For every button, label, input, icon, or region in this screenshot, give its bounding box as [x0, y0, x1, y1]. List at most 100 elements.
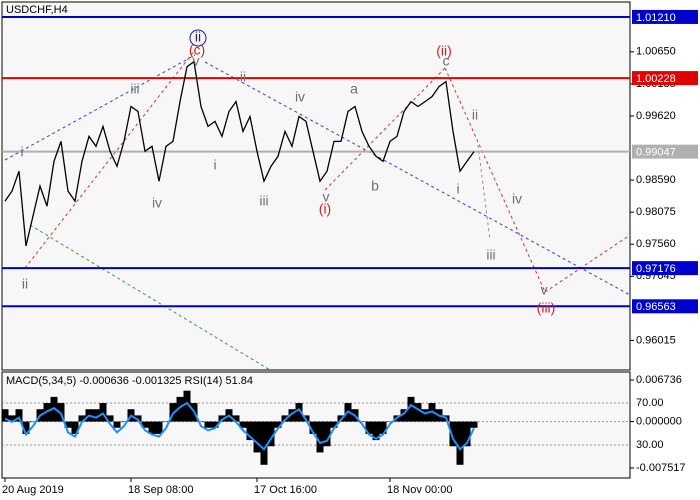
macd-bar: [64, 421, 72, 428]
y-tick-label: -0.007517: [636, 462, 686, 474]
macd-bar: [470, 421, 478, 428]
macd-bar: [421, 409, 429, 422]
wave-label: ii: [195, 29, 201, 45]
macd-bar: [183, 390, 191, 422]
macd-bar: [246, 421, 254, 441]
macd-bar: [463, 421, 471, 447]
wave-line: [324, 67, 446, 191]
wave-line: [24, 49, 196, 269]
y-tick-label: 1.00650: [636, 46, 676, 58]
macd-bar: [358, 421, 366, 423]
y-tick-label: 0.98075: [636, 206, 676, 218]
macd-bar: [8, 415, 16, 422]
macd-bar: [162, 421, 170, 423]
macd-bar: [197, 421, 205, 423]
x-tick-label: 17 Oct 16:00: [254, 484, 317, 496]
macd-bar: [204, 421, 212, 428]
x-tick-label: 18 Nov 00:00: [387, 484, 452, 496]
wave-label: i: [213, 157, 216, 173]
wave-line: [29, 224, 271, 371]
macd-bar: [456, 421, 464, 465]
macd-bar: [141, 421, 149, 428]
macd-bar: [379, 421, 387, 434]
macd-bar: [218, 415, 226, 422]
wave-label: i: [456, 181, 459, 197]
level-box: [632, 9, 698, 24]
macd-bar: [267, 421, 275, 447]
level-box: [632, 299, 698, 314]
macd-bar: [29, 421, 37, 423]
macd-bar: [295, 403, 303, 422]
macd-title: MACD(5,34,5) -0.000636 -0.001325 RSI(14)…: [6, 375, 253, 387]
wave-label: iv: [512, 191, 522, 207]
macd-bar: [372, 421, 380, 441]
macd-bar: [15, 409, 23, 422]
chart-title: USDCHF,H4: [6, 4, 68, 16]
y-tick-label: 0.97560: [636, 238, 676, 250]
wave-label: a: [350, 81, 358, 97]
macd-bar: [78, 415, 86, 422]
price-line: [4, 60, 475, 247]
macd-bar: [414, 403, 422, 422]
y-tick-label: 0.000000: [636, 415, 682, 427]
wave-label: c: [443, 53, 450, 69]
wave-label: ii: [22, 276, 28, 292]
wave-label: v: [193, 53, 200, 69]
macd-bar: [106, 415, 114, 422]
macd-bar: [386, 421, 394, 423]
macd-bar: [71, 421, 79, 434]
x-tick-label: 20 Aug 2019: [2, 484, 64, 496]
wave-label: iv: [152, 195, 162, 211]
macd-bar: [22, 421, 30, 434]
macd-bar: [176, 396, 184, 422]
wave-label: (iii): [537, 300, 556, 316]
macd-bar: [323, 421, 331, 447]
wave-line: [544, 234, 631, 293]
wave-label: iv: [295, 89, 305, 105]
macd-bar: [288, 409, 296, 422]
wave-label: iii: [130, 81, 139, 97]
macd-bar: [155, 421, 163, 434]
macd-bar: [449, 421, 457, 447]
channel-line: [204, 61, 631, 296]
wave-circle: [189, 29, 207, 47]
wave-label: v: [323, 189, 330, 205]
macd-bar: [365, 421, 373, 434]
level-box: [632, 71, 698, 86]
level-label: 0.96563: [636, 301, 676, 313]
macd-bar: [239, 421, 247, 428]
trend-lines: [4, 49, 631, 371]
level-label: 1.00228: [636, 73, 676, 85]
macd-bar: [120, 421, 128, 423]
macd-bar: [99, 403, 107, 422]
wave-label: iii: [259, 193, 268, 209]
y-tick-label: 0.99620: [636, 110, 676, 122]
y-tick-label: 0.96015: [636, 334, 676, 346]
macd-bar: [1, 409, 9, 422]
wave-label: v: [541, 282, 548, 298]
wave-line: [444, 67, 546, 293]
macd-bar: [260, 421, 268, 465]
macd-bar: [211, 421, 219, 428]
wave-label: ii: [472, 107, 478, 123]
macd-bar: [330, 421, 338, 428]
rsi-line: [4, 401, 475, 451]
y-tick-label: 0.98590: [636, 174, 676, 186]
main-panel: [1, 1, 631, 371]
y-tick-label: 0.006736: [636, 374, 682, 386]
wave-label: iii: [486, 247, 495, 263]
macd-bar: [253, 421, 261, 453]
macd-bar: [134, 415, 142, 422]
wave-label: (c): [189, 42, 205, 58]
macd-bar: [274, 421, 282, 428]
level-label: 0.99047: [636, 147, 676, 159]
macd-bar: [309, 421, 317, 434]
wave-label: b: [371, 178, 379, 194]
macd-bar: [113, 421, 121, 428]
wave-label: (ii): [436, 43, 452, 59]
macd-bar: [400, 409, 408, 422]
level-box: [632, 261, 698, 276]
channel-line: [4, 54, 196, 161]
